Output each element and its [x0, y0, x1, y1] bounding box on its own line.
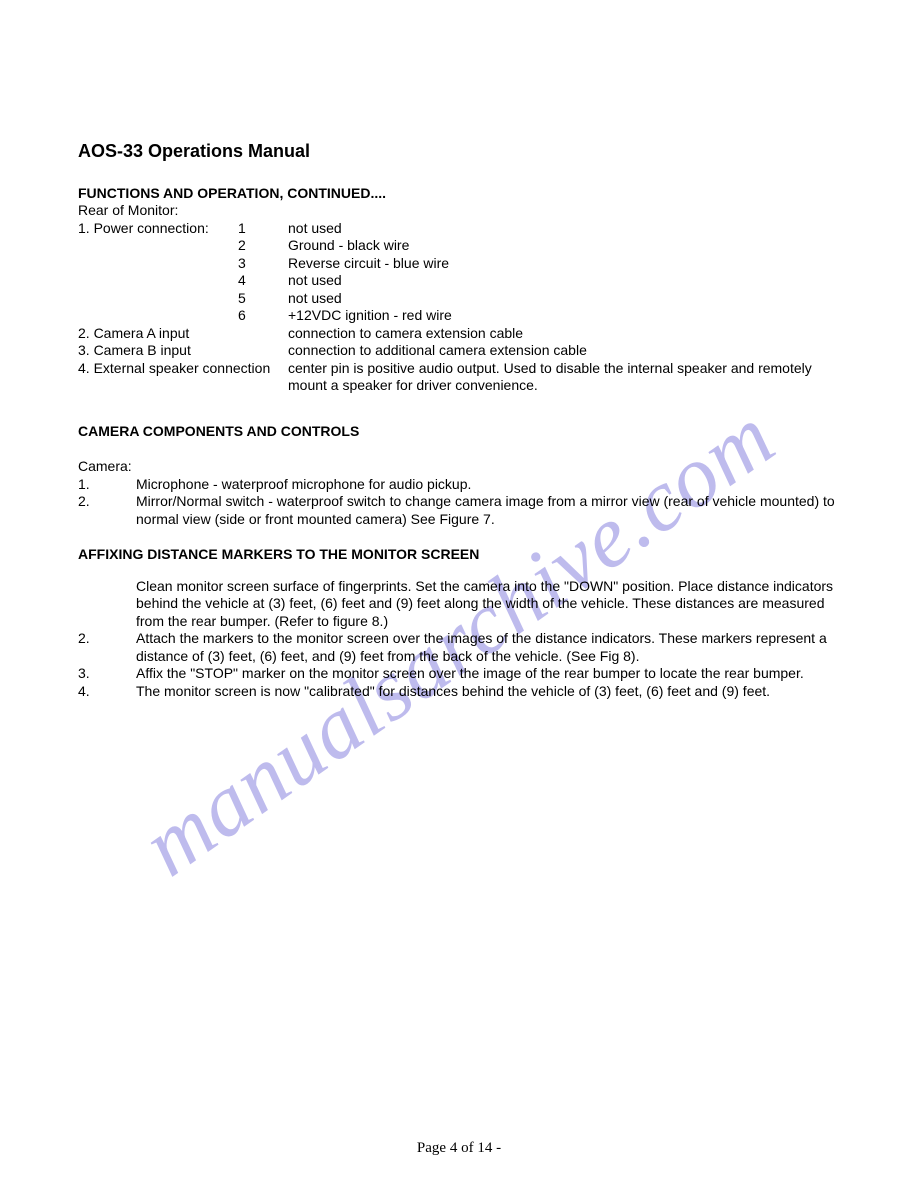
list-num: [78, 578, 136, 631]
list-num: 4.: [78, 683, 136, 701]
io-row: 2. Camera A input connection to camera e…: [78, 325, 848, 343]
power-row: 3 Reverse circuit - blue wire: [78, 255, 848, 273]
list-body: Attach the markers to the monitor screen…: [136, 630, 848, 665]
power-pin-desc: not used: [288, 220, 848, 238]
power-pin-num: 6: [238, 307, 288, 325]
io-label: 3. Camera B input: [78, 342, 288, 360]
io-desc: connection to camera extension cable: [288, 325, 848, 343]
list-body: The monitor screen is now "calibrated" f…: [136, 683, 848, 701]
page-content: AOS-33 Operations Manual FUNCTIONS AND O…: [78, 140, 848, 700]
camera-item: 1. Microphone - waterproof microphone fo…: [78, 476, 848, 494]
power-pin-desc: +12VDC ignition - red wire: [288, 307, 848, 325]
list-body: Affix the "STOP" marker on the monitor s…: [136, 665, 848, 683]
power-pin-desc: Ground - black wire: [288, 237, 848, 255]
power-row: 1. Power connection: 1 not used: [78, 220, 848, 238]
affix-item: 4. The monitor screen is now "calibrated…: [78, 683, 848, 701]
io-desc: connection to additional camera extensio…: [288, 342, 848, 360]
power-pin-desc: not used: [288, 290, 848, 308]
document-title: AOS-33 Operations Manual: [78, 140, 848, 163]
power-pin-num: 1: [238, 220, 288, 238]
list-body: Mirror/Normal switch - waterproof switch…: [136, 493, 848, 528]
list-num: 1.: [78, 476, 136, 494]
affix-item: 3. Affix the "STOP" marker on the monito…: [78, 665, 848, 683]
io-desc: center pin is positive audio output. Use…: [288, 360, 848, 395]
power-pin-num: 2: [238, 237, 288, 255]
power-pin-num: 3: [238, 255, 288, 273]
power-pin-num: 5: [238, 290, 288, 308]
power-connection-label: 1. Power connection:: [78, 220, 238, 238]
list-num: 3.: [78, 665, 136, 683]
list-num: 2.: [78, 493, 136, 528]
io-label: 4. External speaker connection: [78, 360, 288, 395]
section-heading-functions: FUNCTIONS AND OPERATION, CONTINUED....: [78, 185, 848, 203]
power-row: 6 +12VDC ignition - red wire: [78, 307, 848, 325]
power-row: 4 not used: [78, 272, 848, 290]
page-footer: Page 4 of 14 -: [0, 1139, 918, 1158]
power-pin-desc: Reverse circuit - blue wire: [288, 255, 848, 273]
power-row: 5 not used: [78, 290, 848, 308]
list-num: 2.: [78, 630, 136, 665]
power-pin-num: 4: [238, 272, 288, 290]
camera-label: Camera:: [78, 458, 848, 476]
section-heading-affixing: AFFIXING DISTANCE MARKERS TO THE MONITOR…: [78, 546, 848, 564]
affix-item: 2. Attach the markers to the monitor scr…: [78, 630, 848, 665]
power-row: 2 Ground - black wire: [78, 237, 848, 255]
io-label: 2. Camera A input: [78, 325, 288, 343]
list-body: Microphone - waterproof microphone for a…: [136, 476, 848, 494]
affix-item: Clean monitor screen surface of fingerpr…: [78, 578, 848, 631]
section-heading-camera: CAMERA COMPONENTS AND CONTROLS: [78, 423, 848, 441]
rear-of-monitor-label: Rear of Monitor:: [78, 202, 848, 220]
list-body: Clean monitor screen surface of fingerpr…: [136, 578, 848, 631]
io-row: 4. External speaker connection center pi…: [78, 360, 848, 395]
io-row: 3. Camera B input connection to addition…: [78, 342, 848, 360]
camera-item: 2. Mirror/Normal switch - waterproof swi…: [78, 493, 848, 528]
document-page: manualsarchive.com AOS-33 Operations Man…: [0, 0, 918, 1188]
power-pin-desc: not used: [288, 272, 848, 290]
